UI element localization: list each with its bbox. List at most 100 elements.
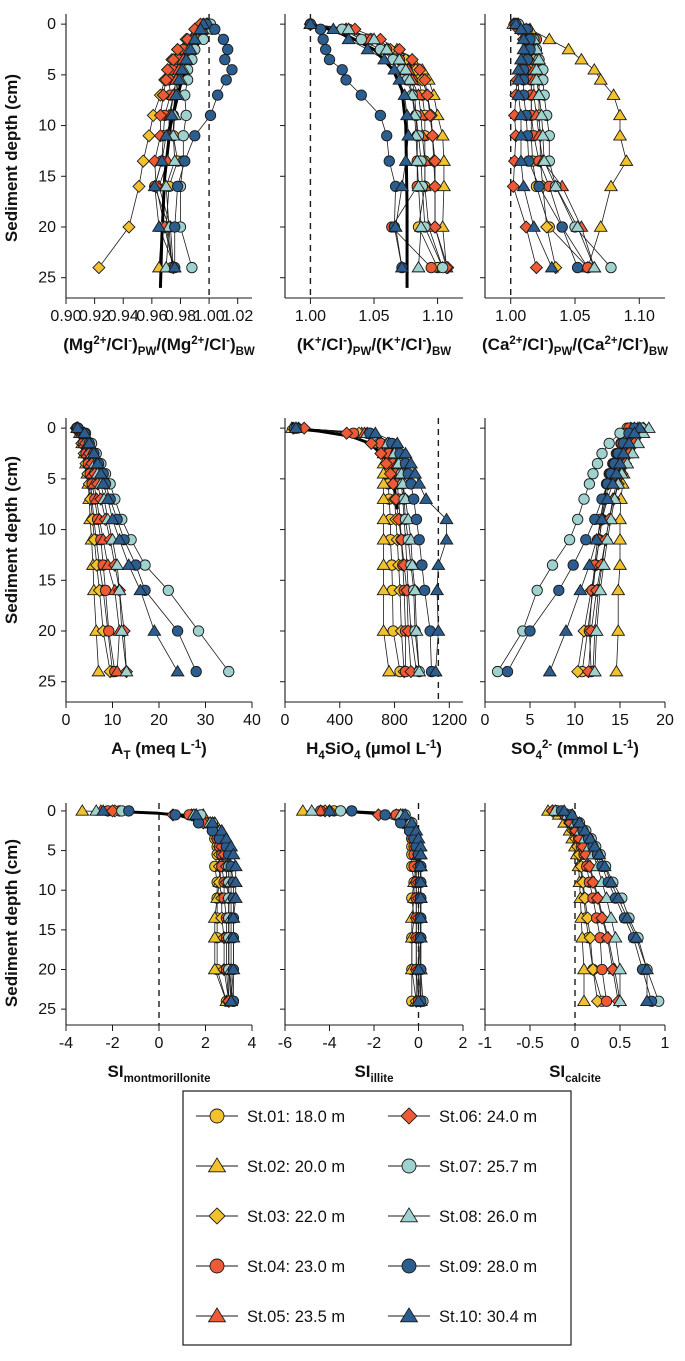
point-st10 (627, 426, 642, 438)
point-st10 (407, 466, 423, 479)
point-st10 (90, 456, 105, 469)
point-st07 (139, 559, 151, 571)
legend-label: St.05: 23.5 m (247, 1308, 345, 1326)
point-st09 (379, 809, 391, 821)
point-st10 (583, 831, 598, 844)
point-st10 (511, 73, 526, 85)
x-tick-label: 4 (248, 1035, 257, 1052)
x-axis-label: SIcalcite (549, 1062, 601, 1085)
point-st08 (596, 558, 611, 570)
legend-label: St.04: 23.0 m (247, 1258, 345, 1276)
point-st10 (399, 108, 415, 121)
y-tick-label: 15 (38, 168, 56, 185)
legend-marker-st04 (209, 1258, 225, 1274)
point-st10 (413, 847, 428, 860)
point-st07 (578, 493, 590, 505)
x-axis-label-part: ) (548, 335, 554, 354)
point-st10 (413, 891, 428, 903)
x-tick-label: 0.5 (609, 1035, 631, 1052)
x-tick-label: 15 (611, 712, 629, 729)
x-axis-label-part: /Cl (523, 335, 545, 354)
point-st10 (174, 62, 189, 75)
point-st10 (603, 875, 619, 888)
x-axis-label-part: SiO (325, 739, 354, 758)
x-axis-label-part: 4 (318, 750, 325, 762)
x-axis-label-part: - (544, 335, 548, 347)
point-st09 (346, 805, 358, 817)
point-st06 (148, 154, 162, 168)
point-st08 (405, 558, 420, 570)
point-st02 (542, 32, 557, 45)
x-axis-label-part: /Cl (401, 335, 423, 354)
panel-illite: -6 -4 -2 0 2 SIillite (278, 803, 468, 1085)
point-st07 (603, 437, 615, 450)
point-st09 (314, 23, 327, 35)
point-st06 (595, 911, 609, 925)
point-st09 (217, 33, 230, 46)
legend-label: St.06: 24.0 m (439, 1108, 537, 1126)
legend-item-st02: St.02: 20.0 m (196, 1157, 345, 1176)
x-tick-label: 2 (201, 1035, 210, 1052)
point-st10 (431, 624, 446, 636)
point-st10 (226, 962, 241, 975)
point-st07 (192, 625, 205, 637)
point-st10 (133, 583, 148, 596)
x-axis-label-part: montmorillonite (124, 1073, 211, 1085)
x-tick-label: 20 (150, 712, 168, 729)
point-st06 (156, 88, 170, 102)
x-tick-label: -4 (322, 1035, 336, 1052)
point-st06 (418, 73, 432, 87)
point-st08 (112, 583, 127, 596)
point-st10 (397, 88, 412, 100)
point-st04 (425, 261, 437, 274)
point-st07 (531, 584, 543, 597)
x-axis-label-part: ) (132, 335, 138, 354)
point-st06 (428, 154, 442, 168)
y-tick-label: 10 (38, 118, 56, 135)
point-st08 (398, 62, 413, 75)
x-axis-label-part: /(K (371, 335, 394, 354)
point-st10 (171, 73, 187, 85)
point-st08 (529, 73, 544, 85)
point-st10 (368, 426, 383, 438)
x-tick-label: 1.05 (358, 308, 389, 325)
legend-item-st07: St.07: 25.7 m (388, 1158, 537, 1176)
point-st10 (322, 804, 337, 816)
point-st10 (401, 128, 416, 141)
point-st10 (223, 994, 239, 1006)
x-tick-label: -2 (105, 1035, 119, 1052)
point-st10 (394, 260, 410, 273)
point-st10 (418, 492, 434, 504)
x-tick-label: 1.00 (194, 308, 225, 325)
point-st02 (376, 624, 391, 636)
x-tick-label: 10 (566, 712, 584, 729)
point-st09 (413, 534, 425, 546)
x-tick-label: 30 (197, 712, 215, 729)
point-st09 (556, 221, 568, 233)
x-tick-label: 1 (661, 1035, 670, 1052)
point-st10 (609, 466, 624, 479)
point-st07 (572, 513, 584, 526)
point-st07 (605, 261, 617, 274)
legend-marker-st03 (208, 1207, 226, 1225)
point-st10 (377, 52, 392, 65)
y-tick-label: 5 (47, 843, 56, 860)
point-st10 (214, 823, 229, 836)
legend-label: St.07: 25.7 m (439, 1158, 537, 1176)
point-st08 (600, 532, 615, 545)
point-st08 (535, 128, 550, 141)
point-st08 (587, 664, 602, 677)
point-st08 (304, 804, 319, 816)
point-st08 (402, 73, 417, 85)
point-st10 (600, 492, 615, 504)
x-axis-label: SImontmorillonite (108, 1062, 211, 1085)
x-axis-label-part: ) (230, 335, 236, 354)
point-st09 (524, 625, 536, 637)
point-st02 (376, 477, 391, 489)
point-st10 (288, 421, 304, 433)
point-st10 (179, 52, 194, 65)
point-st10 (413, 930, 428, 943)
point-st10 (639, 962, 655, 975)
point-st10 (223, 839, 239, 852)
point-st10 (620, 911, 635, 923)
